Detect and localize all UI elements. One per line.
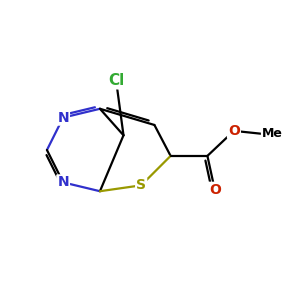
Text: N: N (57, 111, 69, 124)
Text: S: S (136, 178, 146, 192)
Text: O: O (228, 124, 240, 138)
Text: N: N (57, 176, 69, 189)
Text: Me: Me (262, 127, 283, 140)
Text: Cl: Cl (108, 73, 124, 88)
Text: O: O (209, 183, 221, 197)
